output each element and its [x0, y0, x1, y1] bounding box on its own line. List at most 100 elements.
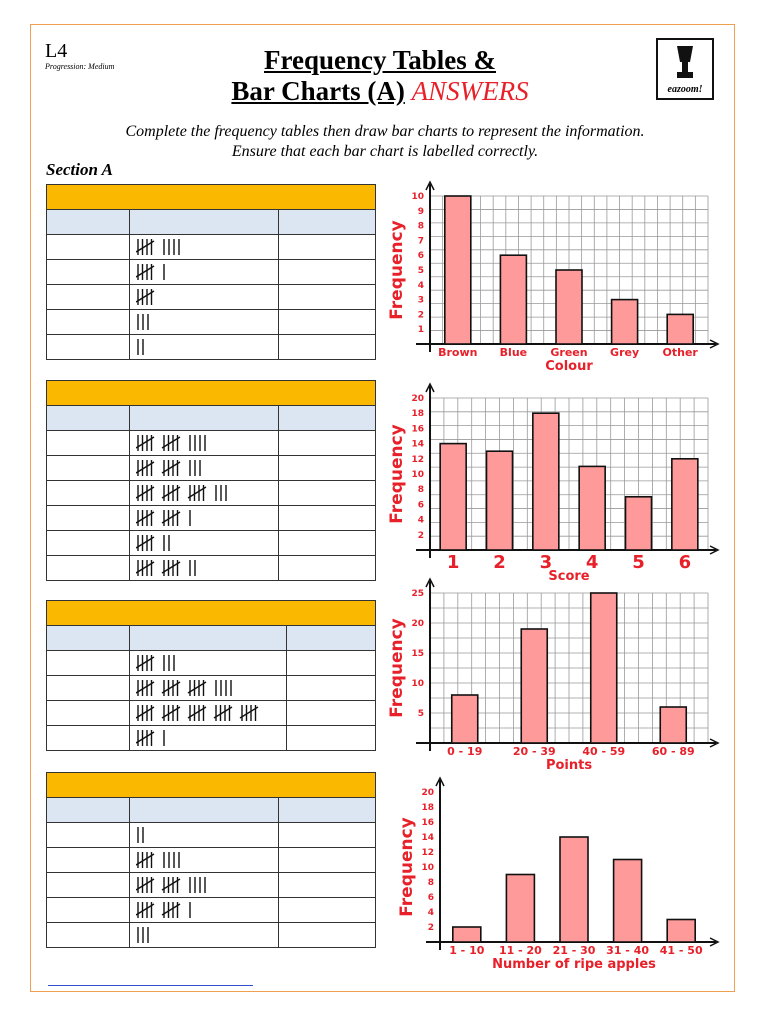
- bar: [485, 450, 514, 551]
- bar: [610, 298, 639, 345]
- y-axis-arrow-icon: [425, 577, 435, 588]
- y-tick-label: 8: [418, 485, 424, 495]
- frequency-cell[interactable]: [278, 480, 376, 506]
- y-tick-label: 12: [411, 455, 424, 465]
- category-cell[interactable]: [46, 455, 130, 481]
- table-row: [46, 530, 376, 556]
- x-tick-label: 41 - 50: [660, 944, 703, 957]
- category-cell[interactable]: [46, 234, 130, 260]
- frequency-cell[interactable]: [286, 650, 376, 676]
- frequency-cell[interactable]: [278, 555, 376, 581]
- y-tick-label: 16: [411, 424, 424, 434]
- frequency-cell[interactable]: [278, 234, 376, 260]
- category-cell[interactable]: [46, 309, 130, 335]
- bar: [450, 694, 479, 744]
- table-row: [46, 480, 376, 506]
- category-cell[interactable]: [46, 284, 130, 310]
- frequency-cell[interactable]: [278, 530, 376, 556]
- answers-label: ANSWERS: [411, 76, 529, 106]
- title-text-2: Bar Charts (A): [231, 76, 405, 106]
- table-title-bar: [46, 600, 376, 626]
- table-row: [46, 555, 376, 581]
- category-cell[interactable]: [46, 922, 130, 948]
- category-cell[interactable]: [46, 530, 130, 556]
- table-row: [46, 922, 376, 948]
- frequency-cell[interactable]: [278, 922, 376, 948]
- table-header-cell: [278, 405, 376, 431]
- tally-cell: [129, 480, 279, 506]
- bar: [666, 918, 697, 943]
- y-tick-label: 25: [411, 589, 424, 599]
- tally-cell: [129, 530, 279, 556]
- instructions: Complete the frequency tables then draw …: [40, 122, 730, 162]
- x-tick-label: 4: [586, 552, 599, 573]
- y-tick-label: 2: [418, 310, 424, 320]
- table-row: [46, 897, 376, 923]
- frequency-table: [46, 184, 376, 360]
- y-axis-label: Frequency: [387, 618, 407, 718]
- category-cell[interactable]: [46, 334, 130, 360]
- bar: [505, 873, 536, 943]
- frequency-cell[interactable]: [286, 675, 376, 701]
- table-row: [46, 650, 376, 676]
- instructions-line2: Ensure that each bar chart is labelled c…: [231, 143, 539, 160]
- y-tick-label: 10: [411, 470, 424, 480]
- category-cell[interactable]: [46, 259, 130, 285]
- frequency-cell[interactable]: [278, 259, 376, 285]
- frequency-cell[interactable]: [278, 284, 376, 310]
- table-row: [46, 284, 376, 310]
- x-tick-label: Brown: [438, 346, 477, 359]
- category-cell[interactable]: [46, 822, 130, 848]
- frequency-cell[interactable]: [278, 455, 376, 481]
- tally-cell: [129, 650, 287, 676]
- page-title-line1: Frequency Tables &: [160, 45, 600, 75]
- tally-marks-icon: [136, 852, 180, 868]
- x-tick-label: 60 - 89: [652, 745, 695, 758]
- tally-cell: [129, 555, 279, 581]
- y-tick-label: 6: [418, 500, 424, 510]
- frequency-cell[interactable]: [286, 700, 376, 726]
- tally-cell: [129, 922, 279, 948]
- category-cell[interactable]: [46, 430, 130, 456]
- table-row: [46, 334, 376, 360]
- table-title-bar: [46, 772, 376, 798]
- trophy-icon: [677, 46, 693, 78]
- x-axis-label: Score: [548, 569, 589, 584]
- frequency-cell[interactable]: [278, 505, 376, 531]
- category-cell[interactable]: [46, 700, 130, 726]
- bar-chart-points: 5 10 15 20 25 0 - 19 20 - 39 40 - 59 60 - 89 Poin…: [387, 577, 720, 773]
- table-header-cell: [46, 209, 130, 235]
- frequency-cell[interactable]: [278, 822, 376, 848]
- category-cell[interactable]: [46, 872, 130, 898]
- category-cell[interactable]: [46, 725, 130, 751]
- table-title-bar: [46, 380, 376, 406]
- chart-grid: [429, 397, 709, 551]
- y-tick-label: 2: [418, 531, 424, 541]
- frequency-cell[interactable]: [286, 725, 376, 751]
- y-tick-label: 3: [418, 296, 424, 306]
- tally-marks-icon: [136, 460, 201, 476]
- category-cell[interactable]: [46, 555, 130, 581]
- category-cell[interactable]: [46, 650, 130, 676]
- category-cell[interactable]: [46, 675, 130, 701]
- x-tick-label: 20 - 39: [513, 745, 556, 758]
- category-cell[interactable]: [46, 505, 130, 531]
- bar: [443, 195, 472, 345]
- table-header-cell: [129, 405, 279, 431]
- category-cell[interactable]: [46, 847, 130, 873]
- y-tick-label: 10: [411, 192, 424, 202]
- frequency-cell[interactable]: [278, 872, 376, 898]
- y-tick-label: 7: [418, 236, 424, 246]
- frequency-cell[interactable]: [278, 847, 376, 873]
- x-axis-label: Number of ripe apples: [492, 957, 656, 972]
- frequency-cell[interactable]: [278, 430, 376, 456]
- frequency-cell[interactable]: [278, 897, 376, 923]
- y-tick-label: 9: [418, 207, 424, 217]
- footer-link-line[interactable]: [48, 985, 253, 986]
- x-axis-arrow-icon: [709, 937, 720, 947]
- category-cell[interactable]: [46, 480, 130, 506]
- bar-chart-apples: 2 4 6 8 10 12 14 16 18 20 1 - 10 11 - 20 21 - 30 31 -…: [397, 776, 720, 972]
- frequency-cell[interactable]: [278, 309, 376, 335]
- frequency-cell[interactable]: [278, 334, 376, 360]
- category-cell[interactable]: [46, 897, 130, 923]
